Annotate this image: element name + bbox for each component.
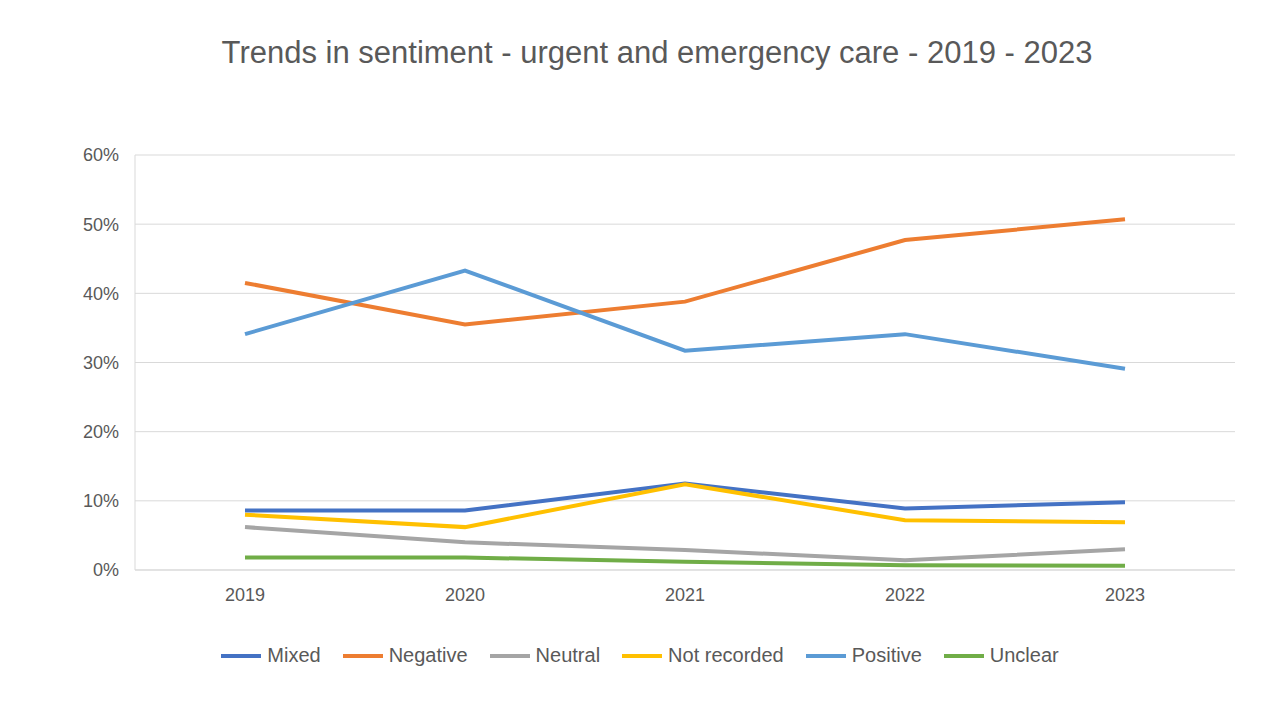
- svg-text:2020: 2020: [445, 585, 485, 605]
- svg-text:2022: 2022: [885, 585, 925, 605]
- svg-text:30%: 30%: [83, 353, 119, 373]
- html-text:Positive: Positive: [851, 644, 922, 666]
- html-text:Neutral: Neutral: [535, 644, 601, 666]
- svg-text:10%: 10%: [83, 491, 119, 511]
- html-text:Negative: Negative: [388, 644, 468, 666]
- svg-text:50%: 50%: [83, 215, 119, 235]
- svg-text:40%: 40%: [83, 284, 119, 304]
- svg-text:60%: 60%: [83, 145, 119, 165]
- svg-text:0%: 0%: [93, 560, 119, 580]
- html-text:Trends in sentiment - urgent a: Trends in sentiment - urgent and emergen…: [221, 35, 1093, 70]
- html-text:Mixed: Mixed: [267, 644, 321, 666]
- svg-text:2023: 2023: [1105, 585, 1145, 605]
- svg-text:20%: 20%: [83, 422, 119, 442]
- svg-text:2021: 2021: [665, 585, 705, 605]
- html-text:Not recorded: Not recorded: [668, 644, 784, 666]
- svg-text:2019: 2019: [225, 585, 265, 605]
- html-text:Unclear: Unclear: [989, 644, 1059, 666]
